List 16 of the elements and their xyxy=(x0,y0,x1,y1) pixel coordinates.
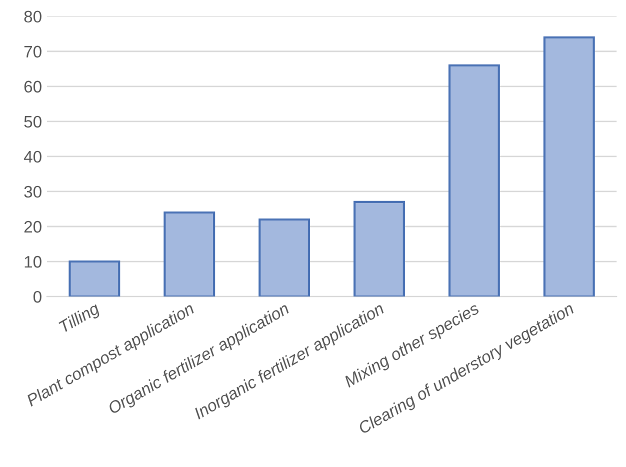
y-tick-label: 80 xyxy=(24,10,42,23)
y-tick-label: 10 xyxy=(24,256,42,268)
y-tick-label: 0 xyxy=(33,290,42,303)
y-tick-label: 70 xyxy=(24,46,42,58)
bar xyxy=(354,200,405,297)
bar xyxy=(258,218,310,297)
bar xyxy=(164,211,216,297)
bar xyxy=(543,36,595,297)
x-tick-label: Tilling xyxy=(58,301,102,336)
bar xyxy=(448,64,500,297)
y-tick-label: 50 xyxy=(24,116,42,128)
bar xyxy=(68,260,120,297)
y-tick-label: 40 xyxy=(24,150,42,163)
y-tick-label: 20 xyxy=(24,220,42,233)
y-tick-label: 30 xyxy=(24,186,42,198)
y-tick-label: 60 xyxy=(24,80,42,93)
